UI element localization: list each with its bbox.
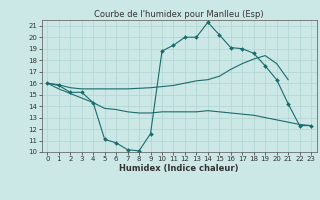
Title: Courbe de l'humidex pour Manlleu (Esp): Courbe de l'humidex pour Manlleu (Esp): [94, 10, 264, 19]
X-axis label: Humidex (Indice chaleur): Humidex (Indice chaleur): [119, 164, 239, 173]
